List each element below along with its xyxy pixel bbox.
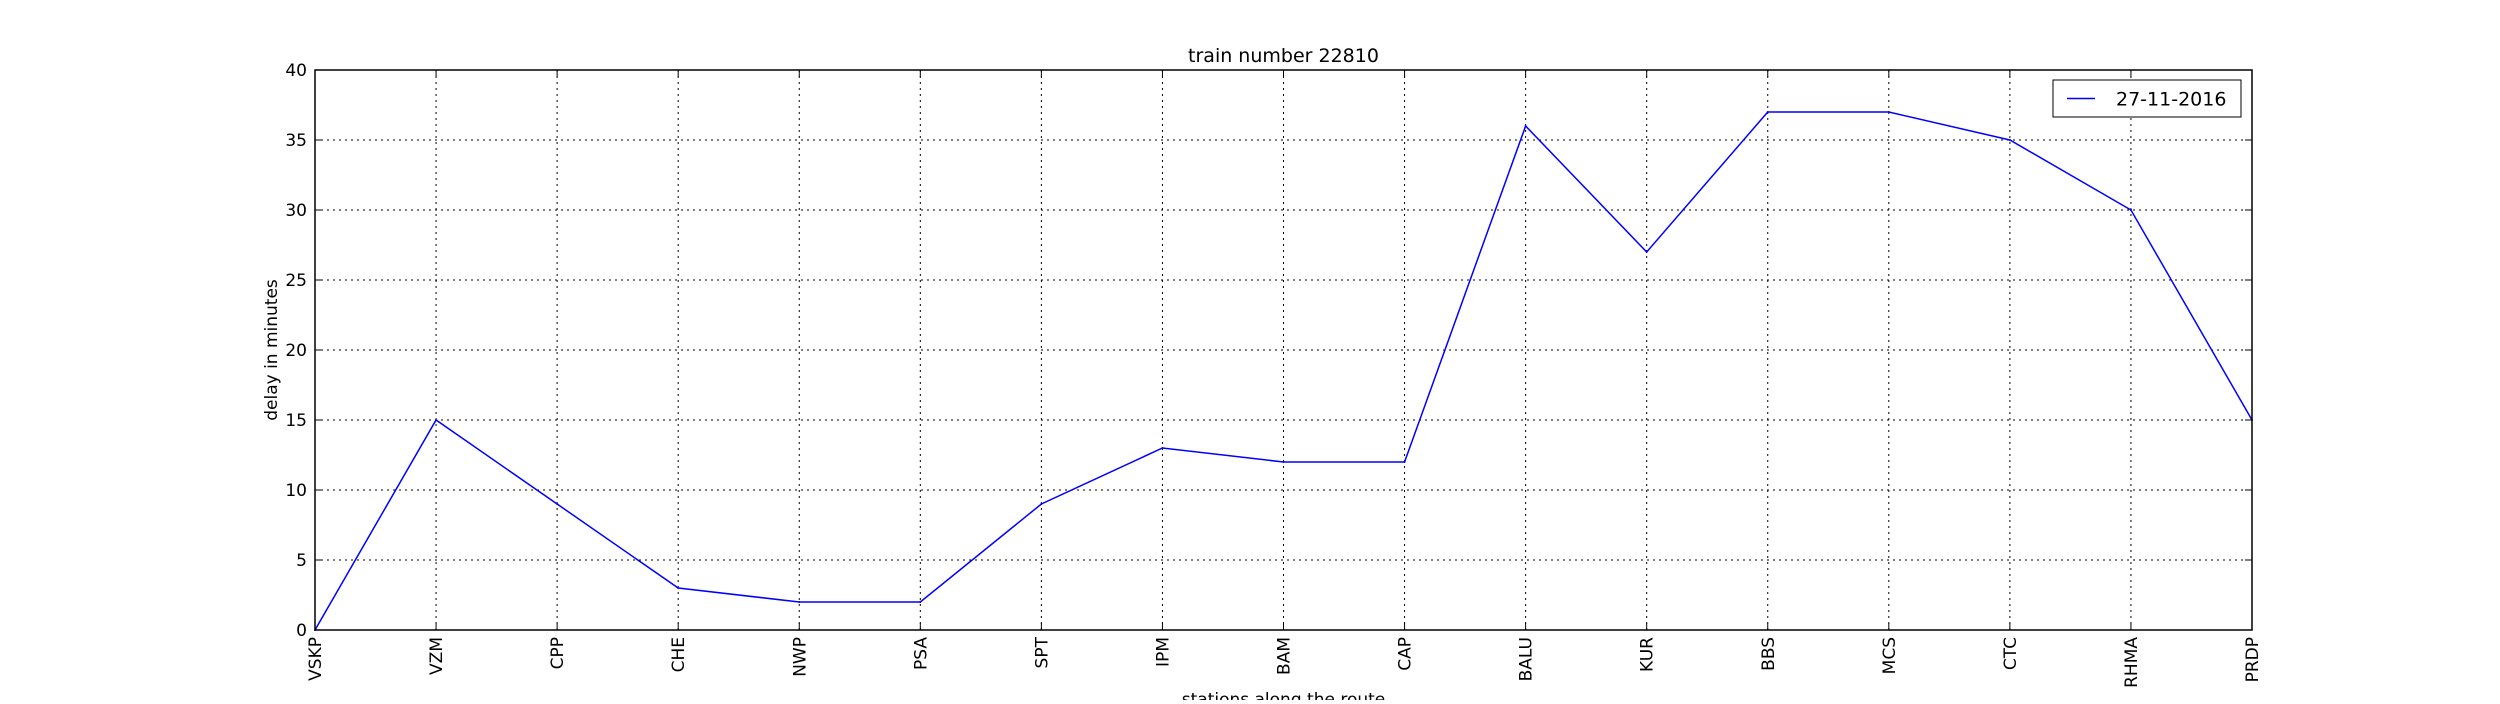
- x-tick-label: BALU: [1517, 637, 1537, 681]
- y-tick-label: 5: [296, 551, 307, 571]
- x-axis-ticks: VSKP VZM CPP CHE NWP PSA SPT IPM BAM CAP BALU KUR BB…: [306, 70, 2263, 688]
- x-tick-label: VZM: [427, 637, 447, 675]
- x-tick-label: CPP: [548, 637, 568, 669]
- y-tick-label: 0: [296, 621, 307, 641]
- x-tick-label: PSA: [911, 637, 931, 670]
- data-point: [1403, 461, 1406, 463]
- x-tick-label: BBS: [1759, 637, 1779, 671]
- x-tick-label: CAP: [1396, 637, 1416, 671]
- data-point: [1282, 461, 1285, 463]
- grid: [315, 70, 2252, 630]
- data-point: [677, 587, 680, 589]
- data-point: [1524, 125, 1527, 127]
- y-tick-label: 30: [285, 201, 307, 221]
- y-tick-label: 25: [285, 271, 307, 291]
- series-layer: [314, 111, 2253, 631]
- y-tick-label: 10: [285, 481, 307, 501]
- y-tick-label: 15: [285, 411, 307, 431]
- data-point: [2008, 139, 2011, 141]
- y-tick-label: 20: [285, 341, 307, 361]
- x-tick-label: IPM: [1153, 637, 1173, 667]
- data-point: [1645, 251, 1648, 253]
- y-tick-label: 35: [285, 131, 307, 151]
- y-axis-ticks: 0 5 10 15 20 25 30 35 40: [285, 61, 2252, 641]
- y-tick-label: 40: [285, 61, 307, 81]
- data-point: [919, 601, 922, 603]
- y-axis-label: delay in minutes: [262, 279, 282, 421]
- x-tick-label: CHE: [669, 637, 689, 672]
- data-point: [1040, 503, 1043, 505]
- legend: 27-11-2016: [2052, 79, 2242, 118]
- data-point: [1766, 111, 1769, 113]
- data-point: [798, 601, 801, 603]
- x-tick-label: CTC: [2001, 637, 2021, 670]
- data-point: [556, 503, 559, 505]
- data-point: [435, 419, 438, 421]
- legend-label: 27-11-2016: [2116, 89, 2226, 111]
- data-point: [1887, 111, 1890, 113]
- x-tick-label: PRDP: [2243, 637, 2263, 682]
- chart-title: train number 22810: [1188, 45, 1379, 67]
- x-tick-label: MCS: [1880, 637, 1900, 674]
- x-tick-label: VSKP: [306, 637, 326, 681]
- x-tick-label: RHMA: [2122, 637, 2142, 688]
- x-tick-label: NWP: [790, 637, 810, 677]
- data-point: [1161, 447, 1164, 449]
- x-tick-label: SPT: [1032, 636, 1052, 668]
- data-point: [2129, 209, 2132, 211]
- x-tick-label: KUR: [1638, 637, 1658, 672]
- x-axis-label: stations along the route: [1182, 690, 1386, 700]
- x-tick-label: BAM: [1275, 637, 1295, 675]
